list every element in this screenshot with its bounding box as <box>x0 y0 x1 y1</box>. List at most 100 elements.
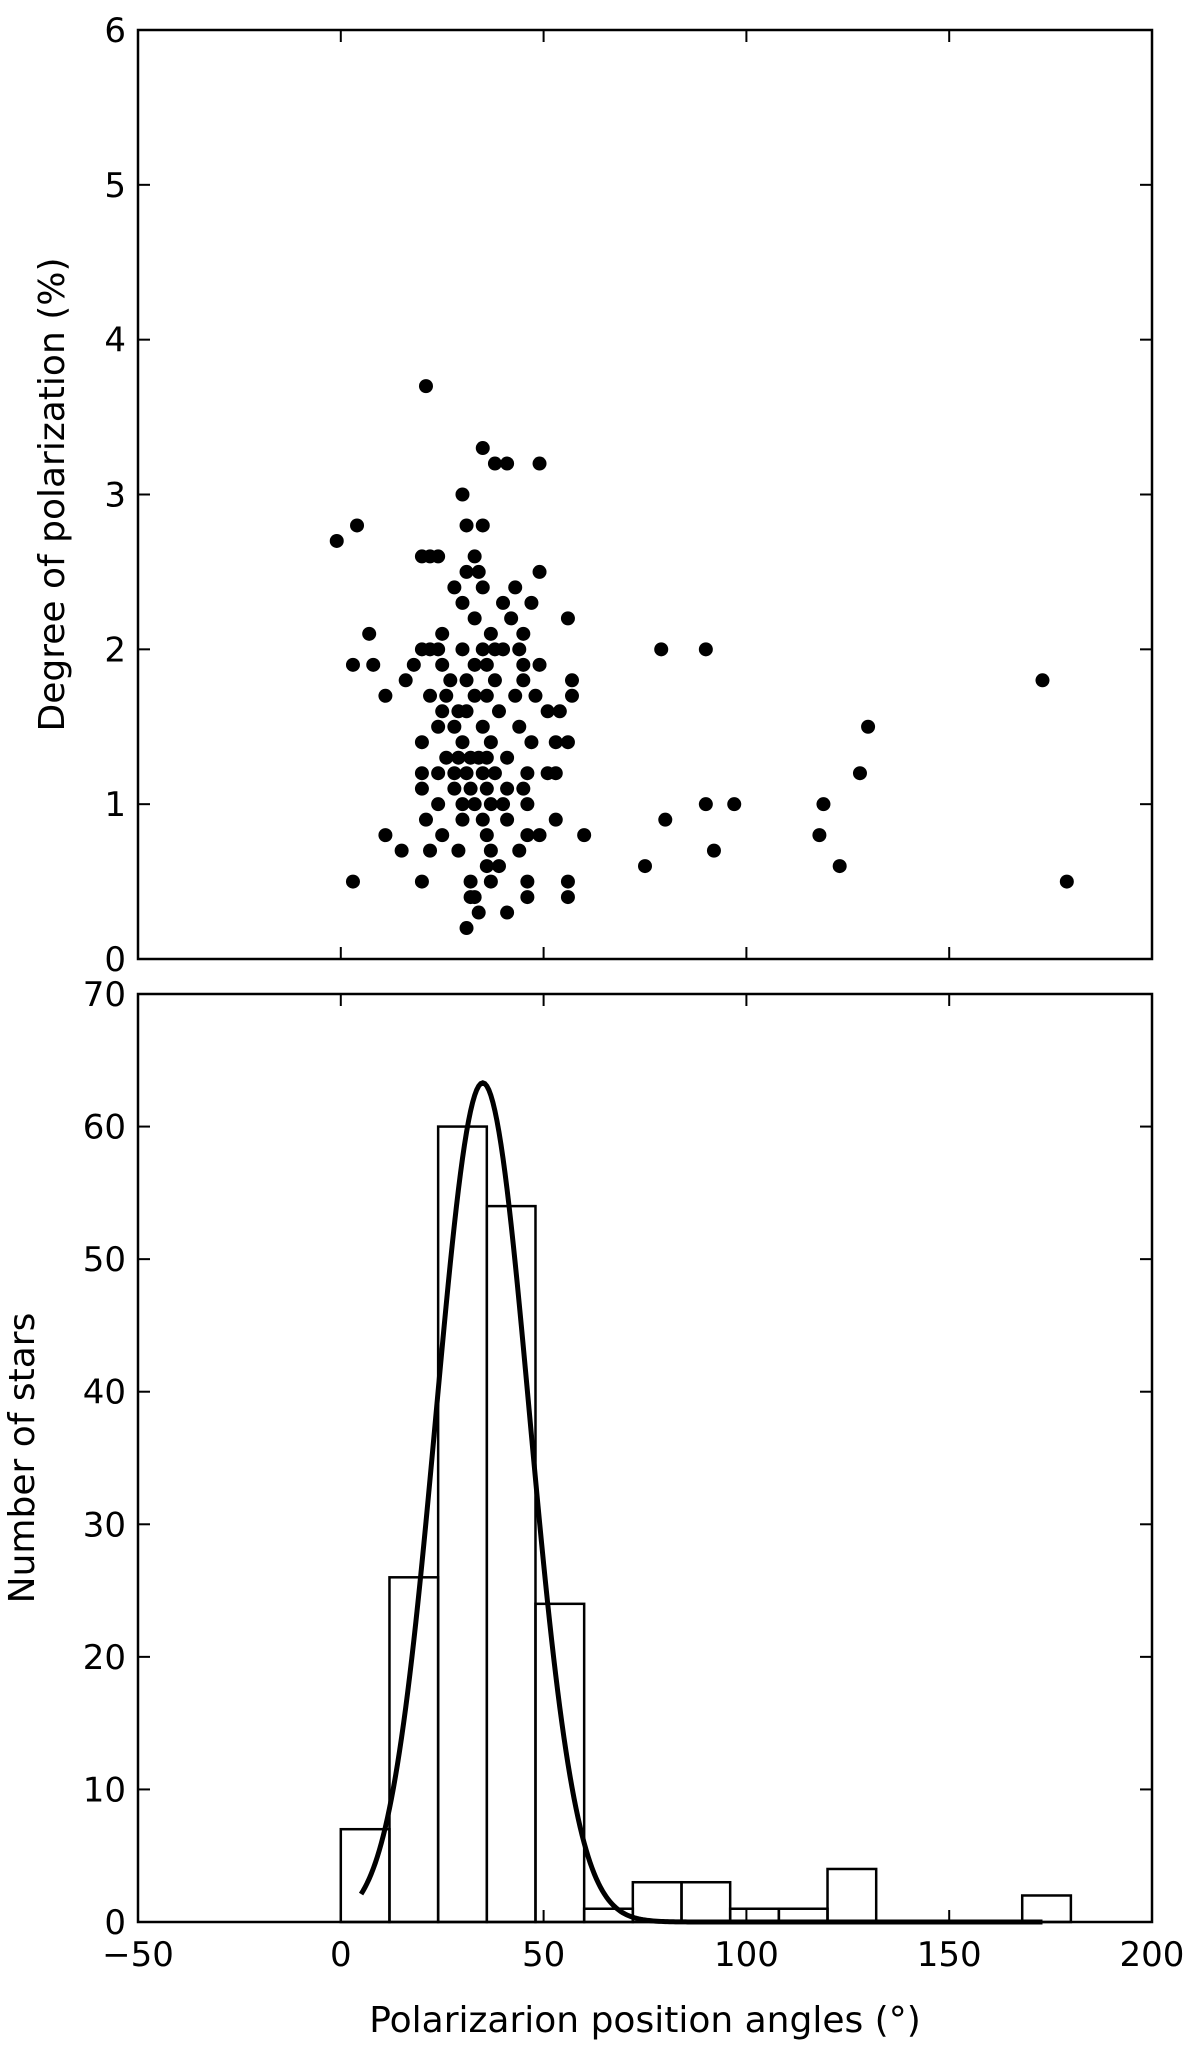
scatter-point <box>524 595 539 610</box>
scatter-point <box>487 456 502 471</box>
scatter-point <box>520 874 535 889</box>
scatter-point <box>418 812 433 827</box>
scatter-point <box>479 859 494 874</box>
scatter-point <box>350 518 365 533</box>
scatter-point <box>475 812 490 827</box>
scatter-point <box>414 781 429 796</box>
scatter-point <box>459 766 474 781</box>
scatter-point <box>532 564 547 579</box>
scatter-point <box>459 564 474 579</box>
scatter-point <box>487 673 502 688</box>
scatter-point <box>423 843 438 858</box>
scatter-point <box>491 859 506 874</box>
scatter-point <box>560 611 575 626</box>
y-tick-label: 0 <box>104 1903 126 1943</box>
scatter-point <box>467 890 482 905</box>
scatter-point <box>577 828 592 843</box>
scatter-point <box>475 441 490 456</box>
scatter-point <box>548 735 563 750</box>
histogram-bar <box>436 1125 489 1924</box>
scatter-point <box>463 874 478 889</box>
histogram-bar <box>1020 1894 1073 1924</box>
scatter-point <box>832 859 847 874</box>
scatter-point <box>475 518 490 533</box>
scatter-point <box>520 828 535 843</box>
scatter-point <box>398 673 413 688</box>
x-tick-label: 50 <box>522 1935 565 1975</box>
plot-frame <box>136 28 1154 961</box>
scatter-point <box>512 843 527 858</box>
y-tick-label: 50 <box>83 1240 126 1280</box>
x-tick-label: 150 <box>917 1935 982 1975</box>
scatter-point <box>459 518 474 533</box>
scatter-point <box>451 750 466 765</box>
histogram-bar <box>826 1867 878 1924</box>
scatter-point <box>414 735 429 750</box>
scatter-point <box>479 688 494 703</box>
scatter-point <box>418 379 433 394</box>
scatter-point <box>439 750 454 765</box>
scatter-point <box>471 905 486 920</box>
histogram-bar <box>631 1880 683 1924</box>
scatter-point <box>431 719 446 734</box>
scatter-point <box>329 533 344 548</box>
scatter-point <box>475 642 490 657</box>
scatter-point <box>467 611 482 626</box>
y-axis-label: Degree of polarization (%) <box>32 257 73 731</box>
scatter-point <box>345 874 360 889</box>
scatter-point <box>852 766 867 781</box>
scatter-point <box>1035 673 1050 688</box>
scatter-point <box>459 921 474 936</box>
scatter-point <box>727 797 742 812</box>
scatter-point <box>451 843 466 858</box>
histogram-bar <box>534 1602 586 1924</box>
scatter-point <box>479 781 494 796</box>
scatter-point <box>435 828 450 843</box>
scatter-point <box>483 735 498 750</box>
scatter-point <box>447 580 462 595</box>
y-axis-label: Number of stars <box>2 1313 43 1604</box>
y-tick-label: 30 <box>83 1505 126 1545</box>
y-tick-label: 40 <box>83 1373 126 1413</box>
x-tick-label: 100 <box>714 1935 779 1975</box>
scatter-point <box>698 797 713 812</box>
scatter-point <box>491 704 506 719</box>
scatter-point <box>500 781 515 796</box>
scatter-point <box>467 688 482 703</box>
scatter-point <box>516 781 531 796</box>
scatter-point <box>475 580 490 595</box>
y-tick-label: 5 <box>104 166 126 206</box>
scatter-point <box>447 719 462 734</box>
scatter-point <box>455 735 470 750</box>
scatter-point <box>504 611 519 626</box>
histogram-bar <box>680 1880 732 1924</box>
y-tick-label: 3 <box>104 476 126 516</box>
y-tick-label: 1 <box>104 785 126 825</box>
scatter-point <box>455 797 470 812</box>
scatter-point <box>431 549 446 564</box>
scatter-point <box>516 673 531 688</box>
scatter-point <box>345 657 360 672</box>
y-tick-label: 6 <box>104 11 126 51</box>
scatter-point <box>564 673 579 688</box>
scatter-point <box>520 890 535 905</box>
scatter-point <box>1059 874 1074 889</box>
scatter-point <box>471 564 486 579</box>
scatter-point <box>496 595 511 610</box>
scatter-point <box>366 657 381 672</box>
scatter-panel: 0 1 2 3 4 5 6 Degree of polarization (%) <box>32 11 1154 980</box>
scatter-point <box>479 750 494 765</box>
x-tick-label: 200 <box>1120 1935 1185 1975</box>
scatter-point <box>548 812 563 827</box>
scatter-point <box>516 657 531 672</box>
scatter-point <box>483 797 498 812</box>
scatter-point <box>414 766 429 781</box>
scatter-point <box>500 905 515 920</box>
scatter-point <box>532 456 547 471</box>
scatter-point <box>516 626 531 641</box>
scatter-point <box>378 828 393 843</box>
scatter-point <box>706 843 721 858</box>
y-tick-label: 2 <box>104 630 126 670</box>
scatter-point <box>435 657 450 672</box>
